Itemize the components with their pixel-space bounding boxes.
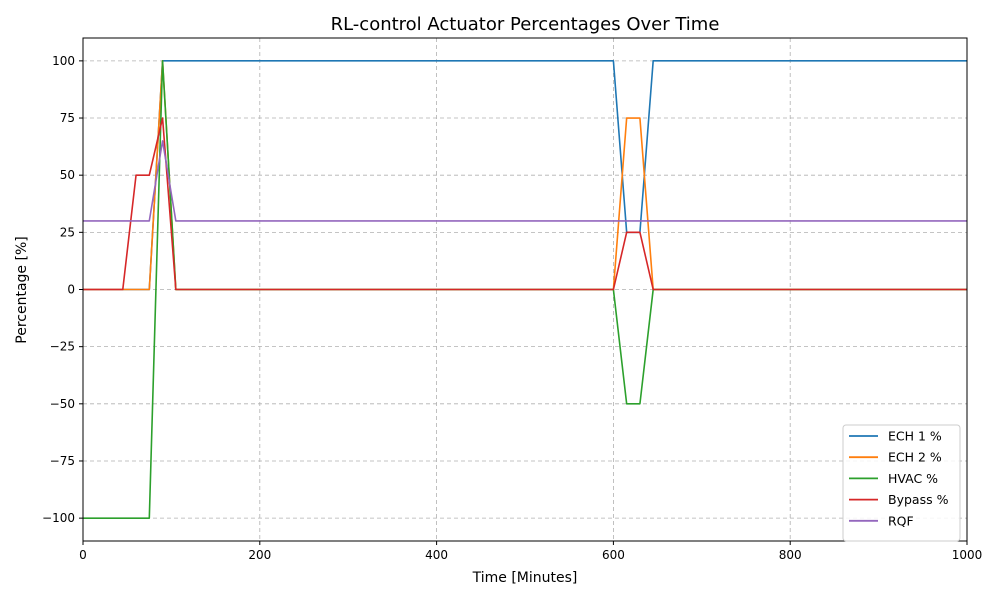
x-axis-ticks: 0 200 400 600 800 1000: [79, 541, 982, 562]
x-tick-label: 600: [602, 548, 625, 562]
x-tick-label: 0: [79, 548, 87, 562]
y-tick-label: 50: [60, 168, 75, 182]
legend-label: HVAC %: [888, 471, 938, 486]
legend-box: [842, 424, 961, 542]
legend: ECH 1 % ECH 2 % HVAC % Bypass % RQF: [842, 424, 961, 542]
y-tick-label: −100: [42, 511, 75, 525]
legend-label: ECH 2 %: [888, 450, 942, 465]
y-tick-label: −75: [50, 454, 75, 468]
y-tick-label: 0: [67, 283, 75, 297]
y-tick-label: 75: [60, 111, 75, 125]
x-axis-label: Time [Minutes]: [472, 570, 578, 586]
x-tick-label: 200: [248, 548, 271, 562]
y-axis-ticks: −100 −75 −50 −25 0 25 50 75 100: [42, 54, 83, 525]
chart-title: RL-control Actuator Percentages Over Tim…: [331, 14, 720, 35]
x-tick-label: 400: [425, 548, 448, 562]
y-tick-label: 25: [60, 225, 75, 239]
legend-label: ECH 1 %: [888, 429, 942, 444]
y-axis-label: Percentage [%]: [14, 236, 30, 343]
y-tick-label: 100: [52, 54, 75, 68]
series-line: [83, 140, 967, 222]
legend-label: Bypass %: [888, 492, 949, 507]
legend-label: RQF: [888, 513, 914, 528]
series-lines: [83, 60, 967, 519]
x-tick-label: 1000: [952, 548, 983, 562]
y-tick-label: −25: [50, 340, 75, 354]
x-tick-label: 800: [779, 548, 802, 562]
series-line: [83, 117, 967, 291]
y-tick-label: −50: [50, 397, 75, 411]
